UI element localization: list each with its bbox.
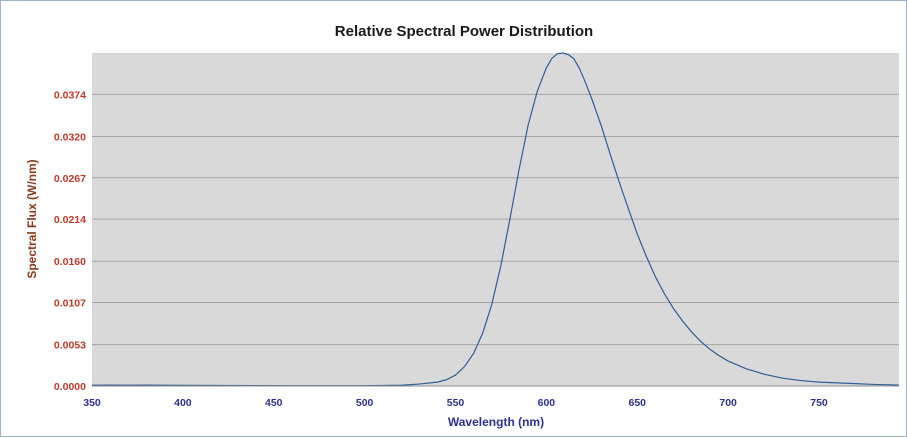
gridlines [92,93,899,346]
x-tick-label: 450 [265,397,283,409]
x-tick-label: 500 [356,397,374,409]
y-axis-label: Spectral Flux (W/nm) [25,159,39,278]
y-tick-label: 0.0107 [54,298,86,310]
x-tick-label: 600 [538,397,556,409]
y-tick-label: 0.0267 [54,173,86,185]
x-axis-ticks: 350 400 450 500 550 600 650 700 750 [83,397,828,409]
x-tick-label: 400 [174,397,192,409]
x-tick-label: 750 [810,397,828,409]
y-tick-label: 0.0214 [54,214,86,226]
x-tick-label: 650 [629,397,647,409]
x-tick-label: 350 [83,397,101,409]
y-tick-label: 0.0053 [54,340,86,352]
y-tick-label: 0.0320 [54,131,86,143]
x-tick-label: 700 [719,397,737,409]
x-axis-label: Wavelength (nm) [448,415,544,429]
y-tick-label: 0.0374 [54,89,86,101]
x-tick-label: 550 [447,397,465,409]
chart-title: Relative Spectral Power Distribution [335,23,593,40]
y-tick-label: 0.0000 [54,381,86,393]
y-tick-label: 0.0160 [54,256,86,268]
y-axis-ticks: 0.0000 0.0053 0.0107 0.0160 0.0214 0.0267 0.03… [54,89,86,393]
